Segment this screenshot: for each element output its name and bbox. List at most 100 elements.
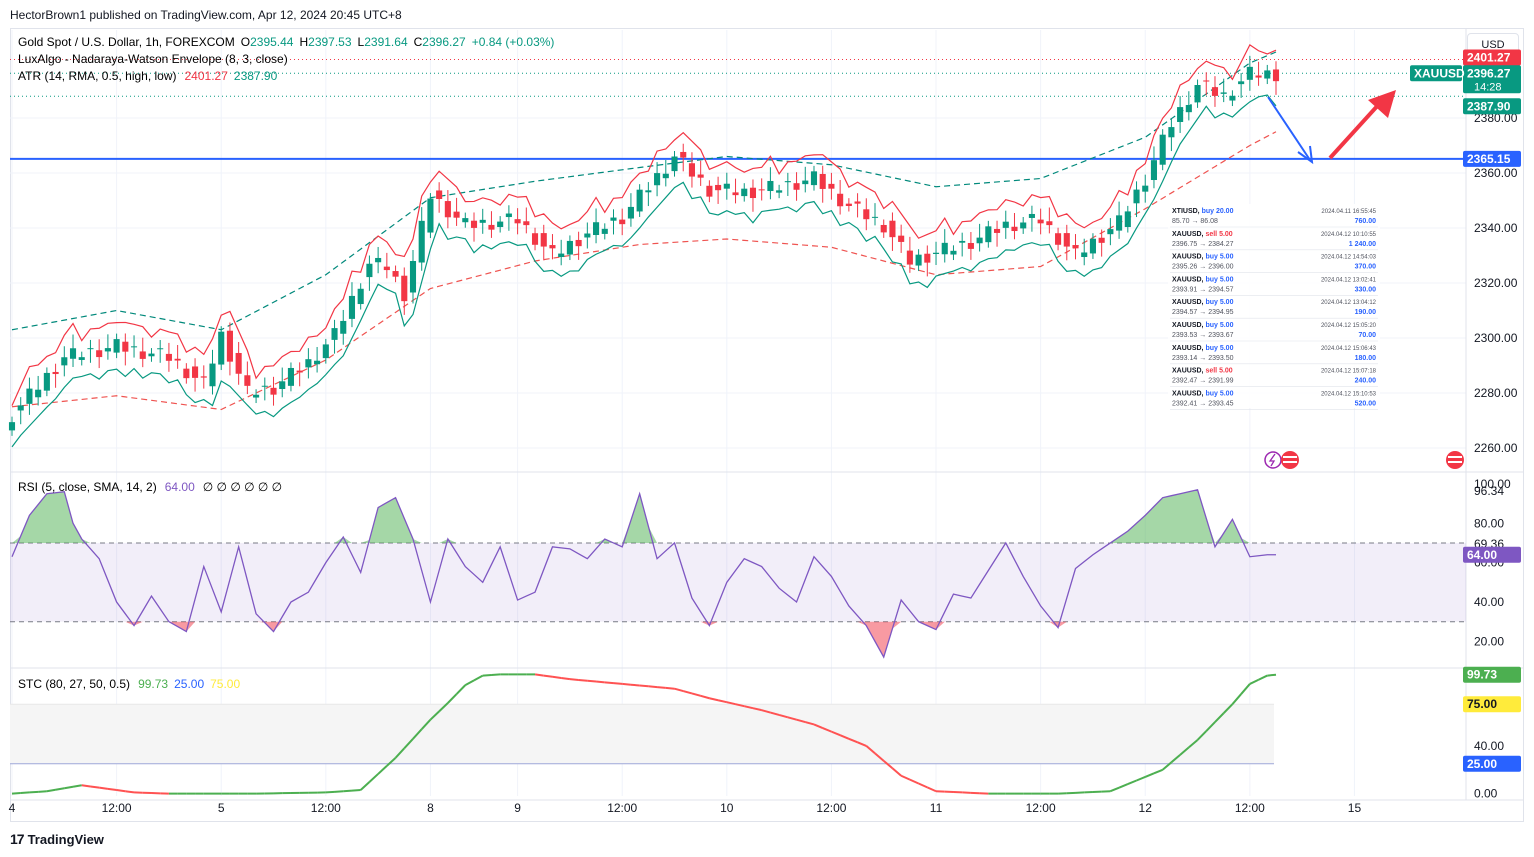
trade-history-overlay: XTIUSD, buy 20.00 85.70 → 86.08 2024.04.11… — [1168, 204, 1380, 410]
trade-prices: 85.70 → 86.08 — [1172, 218, 1218, 225]
candle — [610, 209, 617, 235]
candle — [654, 162, 661, 197]
stc-segment — [717, 699, 728, 704]
candle — [967, 231, 974, 260]
candle-body — [462, 218, 469, 223]
trade-profit: 1 240.00 — [1349, 241, 1376, 248]
candle — [148, 348, 155, 362]
stc-segment — [107, 787, 117, 792]
candle — [253, 389, 260, 404]
candle — [87, 339, 94, 363]
candle — [96, 339, 103, 369]
candle-body — [871, 216, 879, 218]
stc-segment — [752, 707, 762, 712]
rsi-oversold-fill — [12, 621, 1276, 658]
candle — [453, 197, 460, 226]
candle-body — [96, 350, 103, 358]
candlestick-series — [8, 55, 1280, 436]
candle-body — [636, 189, 643, 212]
candle — [130, 335, 138, 358]
trade-symbol: XAUUSD, buy 5.00 — [1172, 322, 1234, 329]
candle — [35, 375, 42, 406]
stc-segment — [595, 680, 605, 684]
candle-body — [558, 253, 565, 258]
stc-segment — [11, 792, 21, 795]
candle-body — [104, 348, 111, 352]
stc-segment — [805, 721, 815, 726]
time-tick-label: 12:00 — [1235, 801, 1265, 815]
time-tick-label: 12:00 — [102, 801, 132, 815]
candle-body — [854, 201, 861, 204]
us-flag-icon — [1281, 451, 1299, 469]
trade-time: 2024.04.12 15:06:43 — [1321, 346, 1377, 352]
price-tick-label: 2260.00 — [1474, 441, 1518, 455]
level-badge-text: 2365.15 — [1467, 152, 1511, 166]
stc-segment — [839, 734, 850, 740]
flag-stripe-icon — [1448, 456, 1462, 458]
stc-segment — [386, 757, 397, 767]
time-tick-label: 8 — [427, 801, 434, 815]
stc-segment — [360, 781, 371, 791]
candle-body — [505, 213, 512, 218]
candle-body — [69, 348, 77, 359]
candle-body — [645, 190, 652, 193]
candle-body — [776, 190, 783, 193]
stc-segment — [1170, 754, 1181, 764]
tradingview-logo[interactable]: 17 TradingView — [10, 831, 104, 847]
candle-body — [244, 375, 251, 386]
stc-segment — [412, 728, 423, 740]
candle-body — [444, 201, 451, 218]
candle — [523, 207, 530, 234]
time-tick-label: 5 — [218, 801, 225, 815]
time-axis: 4 12:00 5 12:00 8 9 12:00 10 12:00 11 12:00 12 12:00… — [9, 801, 1362, 815]
red-arrow-head — [1368, 90, 1396, 118]
candle — [758, 178, 765, 201]
candle — [357, 283, 364, 310]
candle — [680, 143, 687, 172]
stc-segment — [55, 787, 65, 791]
candle — [566, 235, 573, 261]
candle-body — [584, 233, 591, 238]
candle — [1020, 217, 1027, 234]
candle-body — [1185, 104, 1192, 113]
atr-low-badge-bg — [1463, 98, 1521, 115]
nw-lower-dashed — [11, 131, 1277, 411]
candle-body — [1238, 81, 1245, 85]
candle-body — [1081, 252, 1088, 258]
trade-profit: 240.00 — [1355, 378, 1377, 385]
candle-body — [1072, 245, 1079, 249]
candle — [1194, 79, 1201, 108]
candle — [645, 182, 652, 207]
candle-body — [1150, 160, 1158, 181]
candle-body — [279, 381, 286, 390]
candle-body — [1028, 213, 1035, 218]
candle — [1055, 227, 1062, 251]
trade-side: buy 5.00 — [1205, 299, 1233, 306]
nw-envelope-solid — [11, 43, 1277, 448]
stc-segment — [578, 678, 588, 682]
stc-segment — [630, 683, 640, 687]
trade-profit: 370.00 — [1355, 264, 1377, 271]
level-badge-bg — [1463, 150, 1521, 167]
candle-body — [226, 330, 233, 362]
publisher-header: HectorBrown1 published on TradingView.co… — [10, 8, 402, 22]
candle — [1116, 201, 1123, 239]
candle-body — [409, 261, 417, 293]
candle-body — [1177, 107, 1184, 122]
stc-segment — [744, 705, 754, 710]
level-badge: 2365.15 — [1463, 150, 1521, 167]
candle — [244, 361, 251, 395]
stc-segment — [761, 709, 771, 714]
stc-segment — [38, 790, 47, 793]
trade-symbol: XAUUSD, buy 5.00 — [1172, 299, 1234, 306]
candle — [470, 212, 478, 242]
trade-row: XAUUSD, buy 5.00 2392.41 → 2393.45 2024.04… — [1170, 390, 1378, 410]
candle-body — [479, 219, 486, 223]
lower-atr-envelope — [11, 94, 1277, 448]
candle — [1063, 224, 1070, 261]
stc-segment — [464, 679, 475, 686]
candle-body — [497, 221, 504, 228]
stc-value-badge-bg — [1463, 666, 1521, 683]
candle — [845, 198, 852, 212]
